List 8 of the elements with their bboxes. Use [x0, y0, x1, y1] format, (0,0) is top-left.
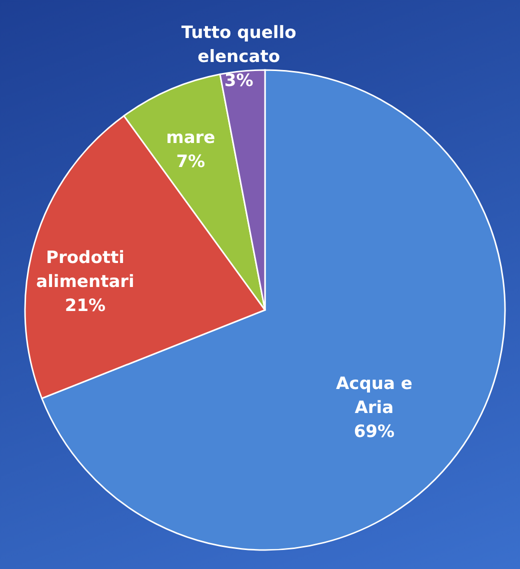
- slice-label: Prodotti alimentari: [36, 248, 134, 292]
- slice-label: mare: [166, 128, 216, 148]
- data-label: 69%: [354, 422, 395, 442]
- data-label: 21%: [64, 296, 106, 316]
- slice-label: Tutto quello elencato: [181, 23, 296, 68]
- slice-label: Acqua e Aria: [336, 374, 412, 418]
- data-label: 3%: [224, 71, 254, 92]
- data-label: 7%: [176, 152, 206, 172]
